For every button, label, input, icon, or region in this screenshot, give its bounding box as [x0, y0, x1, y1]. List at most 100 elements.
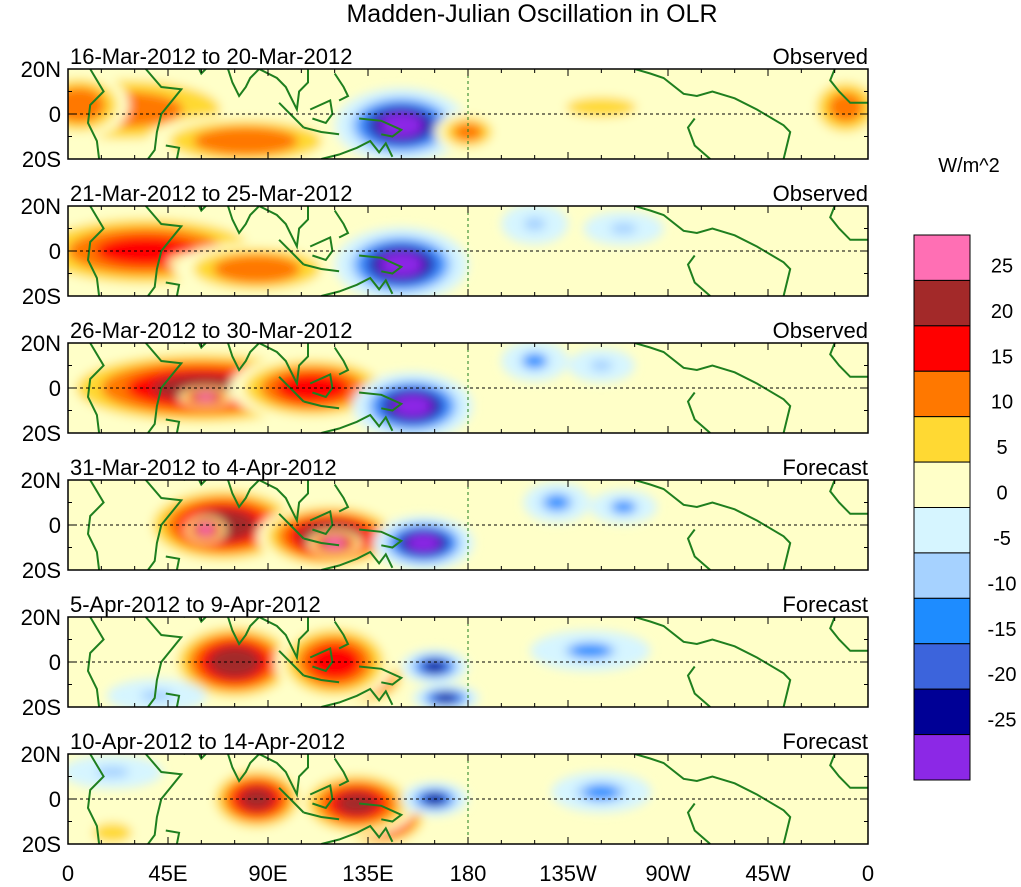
panel-period: 10-Apr-2012 to 14-Apr-2012	[70, 729, 345, 754]
ticks	[67, 753, 869, 845]
colorbar-label: 10	[991, 392, 1013, 414]
colorbar-label: 25	[991, 255, 1013, 277]
anomaly-1-core	[212, 648, 257, 676]
coastline-8	[333, 72, 350, 102]
coastline-2	[145, 206, 184, 296]
anomaly-field	[140, 482, 657, 570]
coastline-2	[145, 480, 184, 570]
coastline-3	[165, 144, 181, 159]
anomaly-6-core	[95, 766, 130, 778]
coastline-4	[183, 754, 309, 798]
coastline-13	[829, 206, 868, 241]
panels: 20N 0 20S 16-Mar-2012 to 20-Mar-2012 Observe…	[21, 44, 869, 857]
y-tick-label: 0	[49, 513, 61, 538]
colorbar-label: 0	[996, 483, 1007, 505]
anomaly-6-core	[545, 495, 569, 510]
y-tick-label: 20S	[22, 695, 61, 720]
y-tick-label: 20N	[21, 605, 61, 630]
panel-status: Forecast	[782, 729, 868, 754]
colorbar-label: 15	[991, 346, 1013, 368]
coastline-13	[829, 754, 868, 789]
coastline-4	[183, 480, 309, 524]
colorbar-box-8	[913, 552, 971, 599]
y-tick-label: 20N	[21, 331, 61, 356]
coastlines	[86, 206, 868, 296]
coastline-10	[321, 824, 394, 844]
anomaly-contours	[68, 755, 652, 844]
coastline-5	[278, 376, 305, 403]
y-tick-label: 20N	[21, 742, 61, 767]
anomaly-contours	[140, 482, 657, 570]
anomaly-contours	[68, 206, 664, 296]
panel-period: 31-Mar-2012 to 4-Apr-2012	[70, 455, 337, 480]
colorbar-unit: W/m^2	[938, 155, 1000, 177]
coastline-6	[303, 263, 340, 273]
anomaly-5-core	[523, 217, 546, 231]
y-tick-label: 0	[49, 376, 61, 401]
x-tick-label: 180	[450, 861, 487, 886]
coastline-1	[86, 69, 105, 159]
y-tick-label: 0	[49, 650, 61, 675]
colorbar-label: 20	[991, 301, 1013, 323]
coastline-9	[358, 391, 404, 412]
coastline-12	[686, 254, 711, 296]
coastline-5	[278, 513, 305, 540]
coastline-2	[145, 343, 184, 433]
coastline-12	[686, 802, 711, 844]
coastline-2	[145, 754, 184, 844]
coastline-1	[86, 206, 105, 296]
coastline-3	[165, 418, 181, 433]
y-tick-label: 20N	[21, 194, 61, 219]
coastline-11	[634, 617, 792, 707]
y-tick-label: 20S	[22, 558, 61, 583]
anomaly-2-core	[212, 132, 280, 150]
coastline-11	[634, 69, 792, 159]
anomaly-4-core	[392, 394, 433, 418]
y-tick-label: 20N	[21, 468, 61, 493]
x-tick-label: 0	[62, 861, 74, 886]
coastline-3	[165, 555, 181, 570]
coastline-3	[165, 692, 181, 707]
coastline-1	[86, 617, 105, 707]
coastline-9	[358, 117, 404, 138]
anomaly-5-core	[523, 354, 546, 368]
colorbar-box-1	[913, 234, 971, 281]
colorbar-box-3	[913, 325, 971, 372]
coastline-6	[303, 400, 340, 410]
colorbar-box-2	[913, 279, 971, 327]
anomaly-6-core	[610, 222, 637, 235]
y-tick-label: 20S	[22, 421, 61, 446]
colorbar-label: -25	[988, 710, 1017, 732]
anomaly-5-core	[584, 785, 618, 799]
panel-6: 20N 0 20S 10-Apr-2012 to 14-Apr-2012 Forecas…	[21, 729, 869, 857]
anomaly-5-core	[379, 112, 424, 138]
coastline-9	[358, 254, 404, 275]
anomaly-3-core	[336, 792, 377, 815]
coastline-10	[321, 276, 394, 296]
colorbar-label: -20	[988, 664, 1017, 686]
anomaly-6-core	[590, 359, 613, 372]
anomaly-3-core	[284, 376, 341, 400]
anomaly-5-core	[434, 693, 457, 703]
x-tick-label: 45E	[148, 861, 187, 886]
coastline-12	[686, 117, 711, 159]
anomaly-2-core	[199, 525, 213, 534]
coastline-6	[303, 674, 340, 684]
coastline-6	[303, 126, 340, 136]
ticks	[67, 342, 869, 434]
colorbar: W/m^2 25 20 15 10 5 0 -5 -10 -15 -20 -25	[913, 155, 1017, 781]
coastline-5	[278, 787, 305, 814]
colorbar-box-11	[913, 688, 971, 736]
x-axis: 0 45E 90E 135E 180 135W 90W 45W 0	[62, 861, 874, 886]
y-tick-label: 0	[49, 102, 61, 127]
coastline-11	[634, 343, 792, 433]
panel-3: 20N 0 20S 26-Mar-2012 to 30-Mar-2012 Observe…	[21, 318, 869, 446]
coastline-9	[358, 665, 404, 686]
coastline-4	[183, 617, 309, 661]
anomaly-6-core	[570, 644, 611, 658]
coastlines	[86, 343, 868, 433]
panel-period: 26-Mar-2012 to 30-Mar-2012	[70, 318, 352, 343]
anomaly-3-core	[229, 260, 285, 278]
colorbar-box-5	[913, 416, 971, 463]
